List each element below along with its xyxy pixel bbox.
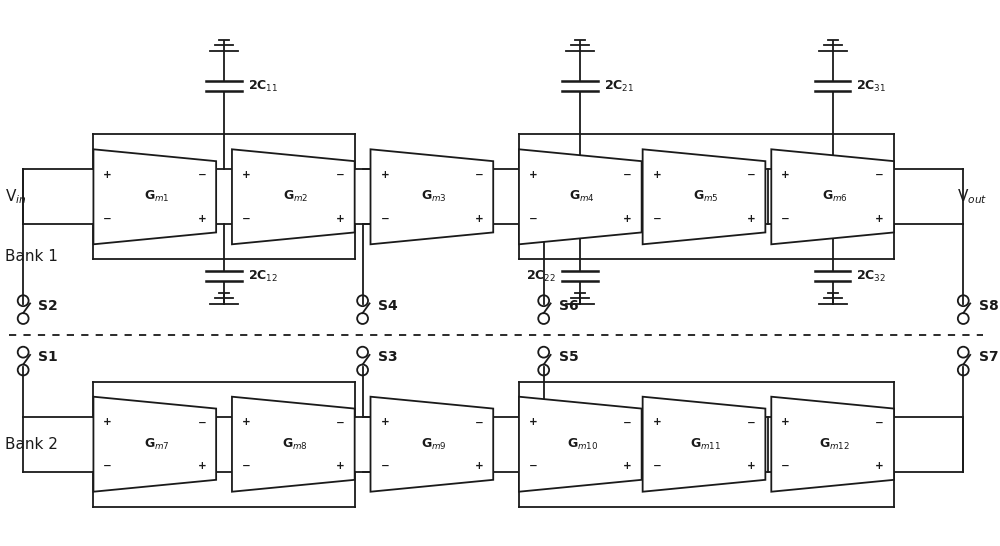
Text: S4: S4 xyxy=(378,299,398,313)
Text: −: − xyxy=(529,461,538,471)
Text: S1: S1 xyxy=(38,350,58,364)
Text: +: + xyxy=(103,170,112,180)
Text: 2C$_{22}$: 2C$_{22}$ xyxy=(526,269,557,283)
Polygon shape xyxy=(519,149,642,244)
Text: G$_{m8}$: G$_{m8}$ xyxy=(282,437,308,452)
Text: +: + xyxy=(875,213,884,223)
Text: 2C$_{32}$: 2C$_{32}$ xyxy=(856,269,887,283)
Text: −: − xyxy=(197,418,206,428)
Text: S3: S3 xyxy=(378,350,398,364)
Text: G$_{m4}$: G$_{m4}$ xyxy=(569,189,595,204)
Text: −: − xyxy=(475,170,483,180)
Text: +: + xyxy=(781,170,790,180)
Text: +: + xyxy=(380,418,389,428)
Text: G$_{m7}$: G$_{m7}$ xyxy=(144,437,170,452)
Polygon shape xyxy=(93,397,216,492)
Text: +: + xyxy=(103,418,112,428)
Text: G$_{m2}$: G$_{m2}$ xyxy=(283,189,308,204)
Text: −: − xyxy=(623,418,632,428)
Text: −: − xyxy=(747,418,755,428)
Text: +: + xyxy=(242,418,251,428)
Text: −: − xyxy=(623,170,632,180)
Polygon shape xyxy=(771,397,894,492)
Text: −: − xyxy=(336,418,345,428)
Text: G$_{m9}$: G$_{m9}$ xyxy=(421,437,447,452)
Text: +: + xyxy=(336,213,345,223)
Text: Bank 2: Bank 2 xyxy=(5,437,58,452)
Text: +: + xyxy=(197,213,206,223)
Text: S8: S8 xyxy=(979,299,998,313)
Text: 2C$_{11}$: 2C$_{11}$ xyxy=(248,79,278,93)
Text: −: − xyxy=(103,461,112,471)
Text: +: + xyxy=(529,170,538,180)
Text: Bank 1: Bank 1 xyxy=(5,248,58,264)
Text: 2C$_{31}$: 2C$_{31}$ xyxy=(856,79,887,93)
Text: S2: S2 xyxy=(38,299,58,313)
Text: −: − xyxy=(242,213,251,223)
Text: −: − xyxy=(653,461,661,471)
Text: −: − xyxy=(781,213,790,223)
Polygon shape xyxy=(771,149,894,244)
Text: −: − xyxy=(103,213,112,223)
Polygon shape xyxy=(643,397,765,492)
Text: +: + xyxy=(747,213,755,223)
Text: S7: S7 xyxy=(979,350,998,364)
Text: S6: S6 xyxy=(559,299,579,313)
Text: +: + xyxy=(781,418,790,428)
Text: +: + xyxy=(529,418,538,428)
Text: G$_{m12}$: G$_{m12}$ xyxy=(819,437,850,452)
Text: +: + xyxy=(653,418,661,428)
Text: +: + xyxy=(475,461,483,471)
Text: −: − xyxy=(380,213,389,223)
Text: −: − xyxy=(336,170,345,180)
Text: −: − xyxy=(475,418,483,428)
Polygon shape xyxy=(371,397,493,492)
Text: S5: S5 xyxy=(559,350,579,364)
Text: −: − xyxy=(781,461,790,471)
Text: −: − xyxy=(380,461,389,471)
Polygon shape xyxy=(643,149,765,244)
Text: G$_{m11}$: G$_{m11}$ xyxy=(690,437,722,452)
Text: V$_{in}$: V$_{in}$ xyxy=(5,187,27,206)
Text: −: − xyxy=(529,213,538,223)
Text: 2C$_{21}$: 2C$_{21}$ xyxy=(604,79,634,93)
Text: −: − xyxy=(747,170,755,180)
Text: 2C$_{12}$: 2C$_{12}$ xyxy=(248,269,278,283)
Text: G$_{m10}$: G$_{m10}$ xyxy=(567,437,598,452)
Polygon shape xyxy=(93,149,216,244)
Polygon shape xyxy=(232,149,355,244)
Text: G$_{m3}$: G$_{m3}$ xyxy=(421,189,447,204)
Text: −: − xyxy=(197,170,206,180)
Text: −: − xyxy=(242,461,251,471)
Text: +: + xyxy=(336,461,345,471)
Text: G$_{m6}$: G$_{m6}$ xyxy=(822,189,848,204)
Text: −: − xyxy=(875,418,884,428)
Text: +: + xyxy=(747,461,755,471)
Polygon shape xyxy=(371,149,493,244)
Text: G$_{m5}$: G$_{m5}$ xyxy=(693,189,719,204)
Text: +: + xyxy=(197,461,206,471)
Text: +: + xyxy=(653,170,661,180)
Text: +: + xyxy=(242,170,251,180)
Text: −: − xyxy=(653,213,661,223)
Text: +: + xyxy=(380,170,389,180)
Text: −: − xyxy=(875,170,884,180)
Text: V$_{out}$: V$_{out}$ xyxy=(957,187,987,206)
Polygon shape xyxy=(232,397,355,492)
Polygon shape xyxy=(519,397,642,492)
Text: +: + xyxy=(623,461,632,471)
Text: +: + xyxy=(623,213,632,223)
Text: +: + xyxy=(875,461,884,471)
Text: G$_{m1}$: G$_{m1}$ xyxy=(144,189,170,204)
Text: +: + xyxy=(475,213,483,223)
